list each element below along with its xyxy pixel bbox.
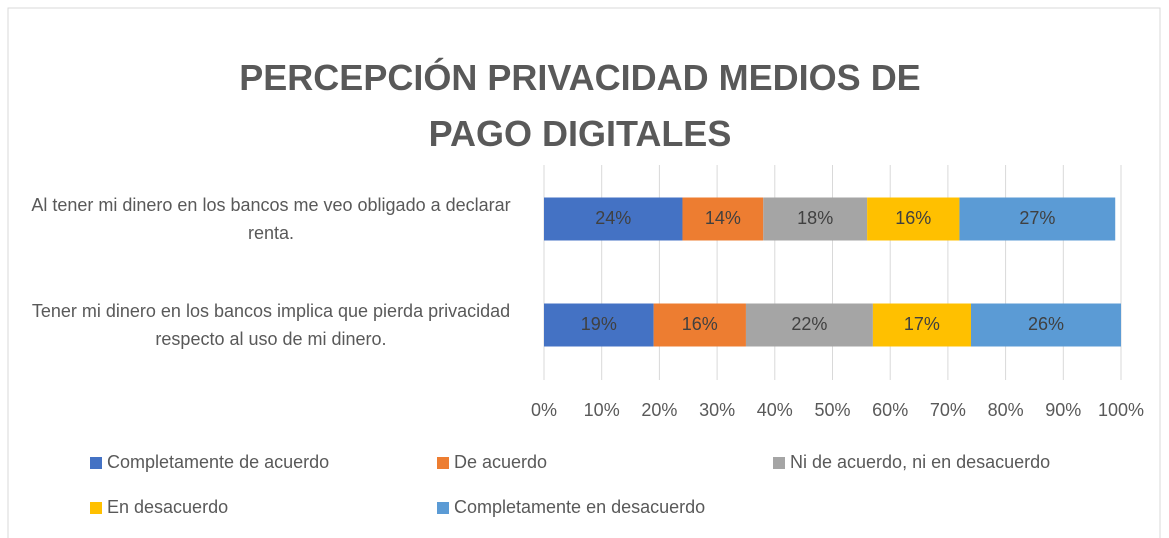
bar-segment (544, 197, 683, 241)
legend-label: Ni de acuerdo, ni en desacuerdo (790, 452, 1050, 472)
bar-segment (970, 303, 1121, 347)
data-label: 18% (797, 208, 833, 228)
x-tick-label: 100% (1098, 400, 1144, 420)
x-tick-label: 10% (584, 400, 620, 420)
legend-swatch (437, 502, 449, 514)
chart-title: PERCEPCIÓN PRIVACIDAD MEDIOS DE PAGO DIG… (239, 57, 921, 154)
x-tick-label: 80% (988, 400, 1024, 420)
x-tick-label: 70% (930, 400, 966, 420)
legend-label: Completamente de acuerdo (107, 452, 329, 472)
data-label: 19% (581, 314, 617, 334)
x-tick-label: 30% (699, 400, 735, 420)
x-tick-label: 60% (872, 400, 908, 420)
x-tick-label: 50% (814, 400, 850, 420)
bar-segment (959, 197, 1116, 241)
bar-segment (763, 197, 868, 241)
data-label: 16% (895, 208, 931, 228)
bar-segment (745, 303, 873, 347)
data-label: 22% (791, 314, 827, 334)
x-tick-label: 90% (1045, 400, 1081, 420)
data-label: 24% (595, 208, 631, 228)
legend-label: En desacuerdo (107, 497, 228, 517)
bar-segment (544, 303, 654, 347)
category-label: Tener mi dinero en los bancos implica qu… (31, 301, 511, 349)
data-label: 14% (705, 208, 741, 228)
bar-segment (653, 303, 746, 347)
data-label: 27% (1019, 208, 1055, 228)
bar-segment (682, 197, 764, 241)
bar-segment (872, 303, 971, 347)
legend-label: De acuerdo (454, 452, 547, 472)
legend-swatch (90, 457, 102, 469)
category-label: Al tener mi dinero en los bancos me veo … (31, 195, 511, 243)
data-label: 26% (1028, 314, 1064, 334)
chart-border (7, 7, 1161, 538)
x-tick-label: 40% (757, 400, 793, 420)
legend-label: Completamente en desacuerdo (454, 497, 705, 517)
legend-swatch (773, 457, 785, 469)
data-label: 17% (904, 314, 940, 334)
legend-swatch (90, 502, 102, 514)
data-label: 16% (682, 314, 718, 334)
legend-swatch (437, 457, 449, 469)
bar-segment (867, 197, 960, 241)
x-tick-label: 20% (641, 400, 677, 420)
x-tick-label: 0% (531, 400, 557, 420)
